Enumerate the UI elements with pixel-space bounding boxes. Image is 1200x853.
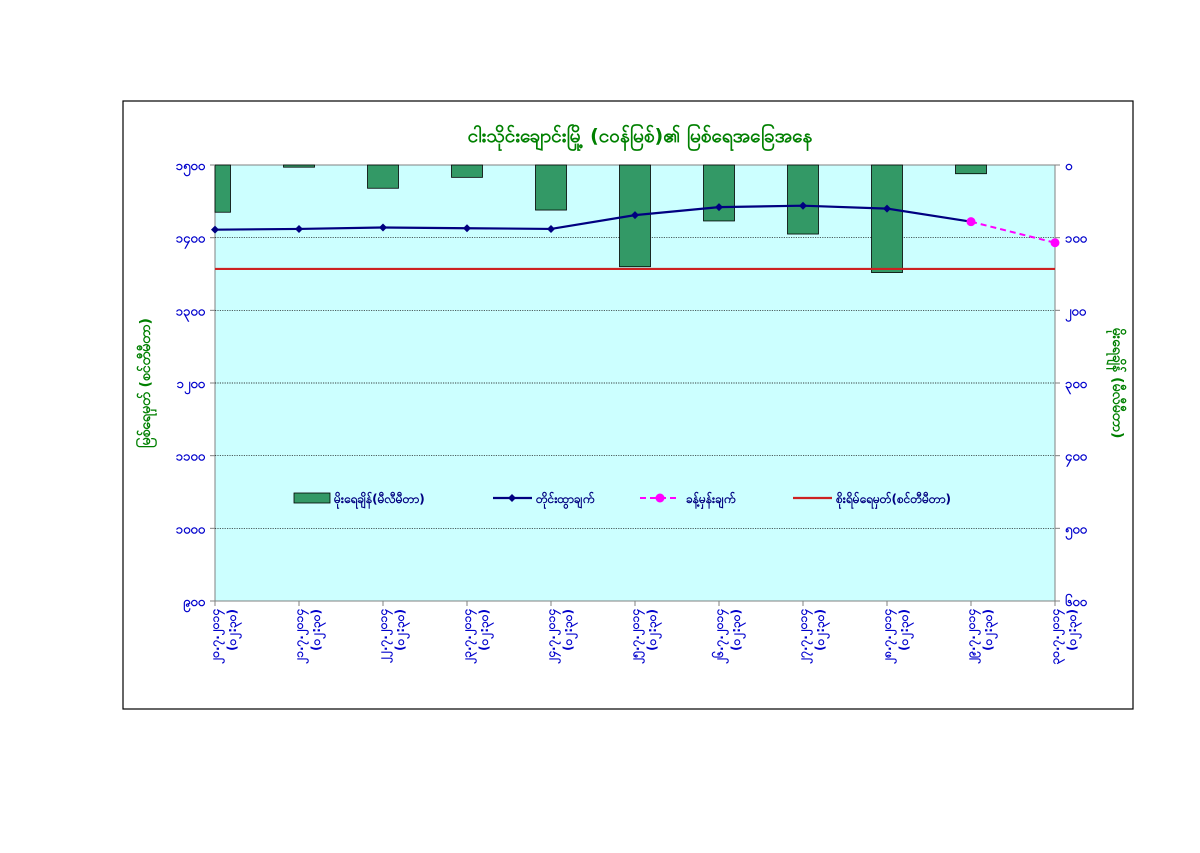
legend-marker-forecast bbox=[655, 493, 665, 503]
measured-point bbox=[211, 225, 219, 234]
measured-point bbox=[631, 211, 639, 220]
left-tick-label: ၁၄၀၀ bbox=[176, 232, 206, 250]
x-tick-date-label: ၂၄.၇.၂၀၁၄ bbox=[544, 609, 562, 665]
left-tick-label: ၁၀၀၀ bbox=[176, 522, 206, 537]
x-tick-date-label: ၂၅.၇.၂၀၁၄ bbox=[628, 609, 646, 665]
x-tick-date-label: ၂၉.၇.၂၀၁၄ bbox=[964, 609, 982, 665]
measured-point bbox=[295, 224, 303, 233]
right-tick-label: ၂၀၀ bbox=[1065, 304, 1087, 322]
forecast-series bbox=[966, 217, 1060, 248]
left-tick-label: ၁၁၀၀ bbox=[176, 450, 206, 465]
x-tick-date-label: ၂၇.၇.၂၀၁၄ bbox=[796, 609, 814, 665]
left-tick-label: ၁၂၀၀ bbox=[177, 377, 206, 395]
right-tick-label: ၄၀၀ bbox=[1065, 450, 1088, 468]
rainfall-bar bbox=[367, 164, 399, 189]
x-tick-time-label: (၀၂:၃၀) bbox=[981, 609, 999, 651]
legend-label-measured: တိုင်းထွာချက် bbox=[535, 490, 595, 510]
measured-point bbox=[883, 204, 891, 213]
right-axis-label: မိုးရေချိန် (မီလီမီတာ) bbox=[1106, 328, 1126, 439]
right-tick-label: ၅၀၀ bbox=[1065, 522, 1088, 540]
legend-label-danger: စိုးရိမ်ရေမှတ်(စင်တီမီတာ) bbox=[835, 490, 951, 510]
legend-label-rainfall: မိုးရေချိန်(မီလီမီတာ) bbox=[333, 490, 425, 510]
left-tick-label: ၉၀၀ bbox=[183, 595, 206, 613]
right-tick-label: ၁၀၀ bbox=[1065, 232, 1088, 247]
measured-point bbox=[715, 203, 723, 212]
x-tick-time-label: (၀၂:၃၀) bbox=[393, 609, 411, 651]
rainfall-bar bbox=[283, 164, 315, 168]
axes: ၉၀၀ ၁၀၀၀ ၁၁၀၀ ၁၂၀၀ ၁၃၀၀ ၁၄၀၀ ၁၅၀၀ ၀၁၀၀၂၀၀၃၀၀၄၀၀… bbox=[176, 159, 1088, 665]
measured-line bbox=[214, 204, 972, 231]
rainfall-bar bbox=[451, 164, 483, 178]
x-tick-time-label: (၀၂:၃၀) bbox=[477, 609, 495, 651]
x-tick-date-label: ၂၂.၇.၂၀၁၄ bbox=[376, 609, 394, 664]
x-tick-time-label: (၀၂:၃၀) bbox=[309, 609, 327, 651]
x-tick-date-label: ၂၀.၇.၂၀၁၄ bbox=[208, 609, 226, 665]
rainfall-bar bbox=[955, 164, 987, 175]
legend-swatch-rainfall bbox=[293, 492, 331, 504]
x-tick-time-label: (၀၂:၃၀) bbox=[897, 609, 915, 651]
legend: မိုးရေချိန်(မီလီမီတာ) တိုင်းထွာချက် ခန့်မှ… bbox=[293, 490, 951, 510]
x-tick-date-label: ၂၁.၇.၂၀၁၄ bbox=[292, 609, 310, 665]
x-tick-time-label: (၀၂:၃၀) bbox=[1065, 609, 1083, 651]
rainfall-bar bbox=[871, 164, 903, 273]
left-tick-label: ၁၅၀၀ bbox=[176, 159, 206, 177]
forecast-line bbox=[970, 220, 1056, 244]
x-tick-date-label: ၂၆.၇.၂၀၁၄ bbox=[710, 609, 730, 665]
x-tick-date-label: ၂၃.၇.၂၀၁၄ bbox=[460, 609, 478, 665]
left-tick-label: ၁၃၀၀ bbox=[176, 304, 206, 322]
forecast-point bbox=[966, 217, 976, 227]
rainfall-bars bbox=[214, 164, 987, 273]
measured-point bbox=[547, 224, 555, 233]
legend-marker-measured bbox=[508, 494, 516, 502]
x-tick-time-label: (၀၂:၃၀) bbox=[729, 609, 747, 651]
forecast-point bbox=[1050, 238, 1060, 248]
measured-point bbox=[379, 223, 387, 232]
x-tick-time-label: (၀၂:၃၀) bbox=[813, 609, 831, 651]
right-tick-label: ၆၀၀ bbox=[1065, 593, 1088, 610]
legend-label-forecast: ခန့်မှန်းချက် bbox=[686, 490, 736, 510]
x-tick-time-label: (၀၂:၃၀) bbox=[561, 609, 579, 651]
x-tick-date-label: ၃၀.၇.၂၀၁၄ bbox=[1048, 609, 1066, 665]
x-tick-time-label: (၀၂:၃၀) bbox=[225, 609, 243, 651]
right-tick-label: ၀ bbox=[1065, 159, 1073, 174]
measured-point bbox=[463, 224, 471, 233]
rainfall-bar bbox=[787, 164, 819, 235]
rainfall-bar bbox=[214, 164, 231, 213]
measured-point bbox=[799, 201, 807, 210]
rainfall-bar bbox=[703, 164, 735, 222]
x-tick-time-label: (၀၂:၃၀) bbox=[645, 609, 663, 651]
right-tick-label: ၃၀၀ bbox=[1065, 377, 1088, 395]
x-tick-date-label: ၂၈.၇.၂၀၁၄ bbox=[880, 609, 898, 665]
left-axis-label: မြစ်ရေမှတ် (စင်တီမီတာ) bbox=[136, 318, 157, 448]
rainfall-bar bbox=[535, 164, 567, 211]
